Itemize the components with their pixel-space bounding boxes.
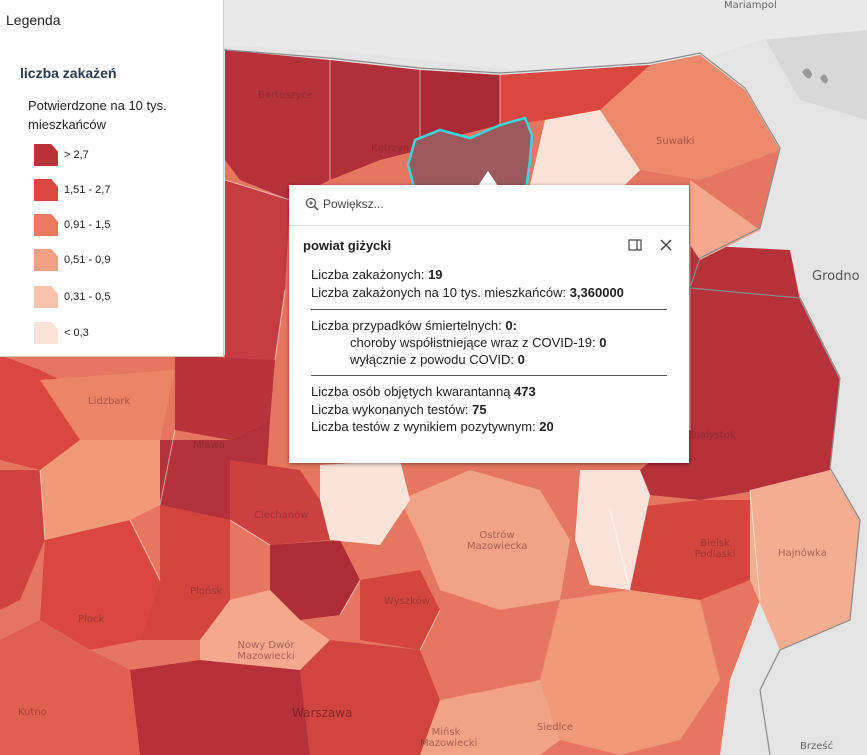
legend-panel: Legenda liczba zakażeń Potwierdzone na 1…	[0, 0, 224, 357]
map-label-suwalki: Suwałki	[656, 136, 695, 147]
zoom-magnifier-icon	[305, 197, 319, 211]
quarantine-value: 473	[514, 384, 536, 399]
rate-value: 3,360000	[569, 285, 624, 300]
quarantine-line: Liczba osób objętych kwarantanną 473	[311, 384, 536, 399]
region-nowy-dwor[interactable]	[200, 590, 330, 670]
tests-label: Liczba wykonanych testów:	[311, 402, 473, 417]
map-label-ciechanow: Ciechanów	[254, 510, 309, 521]
region-ciechanow[interactable]	[230, 460, 330, 545]
cases-line: Liczba zakażonych: 19	[311, 267, 443, 282]
region-ostrow[interactable]	[400, 470, 570, 610]
comorbidity-line: choroby współistniejące wraz z COVID-19:…	[350, 335, 607, 350]
legend-swatch	[34, 286, 58, 308]
map-label-bartoszyce: Bartoszyce	[258, 90, 314, 101]
positive-tests-value: 20	[539, 419, 554, 434]
region-minsk[interactable]	[300, 640, 440, 755]
legend-layer-name: liczba zakażeń	[20, 65, 117, 81]
covid-only-label: wyłącznie z powodu COVID:	[350, 352, 518, 367]
legend-swatch	[34, 179, 58, 201]
map-label-ostrow: Ostrów Mazowiecka	[467, 530, 528, 552]
region-suwalki[interactable]	[600, 55, 780, 180]
covid-only-value: 0	[517, 352, 525, 367]
feature-popup: Powiększ... powiat giżycki Liczba zakażo…	[289, 185, 689, 463]
legend-item-label: 1,51 - 2,7	[64, 184, 111, 196]
map-label-nowy-dwor: Nowy Dwór Mazowiecki	[237, 640, 295, 662]
region-plock[interactable]	[40, 520, 160, 650]
legend-item-label: > 2,7	[64, 149, 89, 161]
region-lidzbark[interactable]	[40, 370, 175, 440]
legend-field-name: Potwierdzone na 10 tys. mieszkańców	[28, 98, 167, 132]
deaths-value: 0:	[505, 318, 517, 333]
comorbidity-value: 0	[599, 335, 607, 350]
tests-line: Liczba wykonanych testów: 75	[311, 402, 487, 417]
cases-label: Liczba zakażonych:	[311, 267, 429, 282]
legend-swatch	[34, 214, 58, 236]
map-label-lidzbark: Lidzbark	[88, 396, 131, 407]
map-label-bielsk: Bielsk Podlaski	[694, 538, 736, 560]
rate-line: Liczba zakażonych na 10 tys. mieszkańców…	[311, 285, 624, 300]
deaths-line: Liczba przypadków śmiertelnych: 0:	[311, 318, 517, 333]
region-plonsk[interactable]	[140, 505, 230, 640]
popup-pointer	[478, 171, 498, 186]
map-label-hajnowka: Hajnówka	[778, 548, 827, 559]
map-label-brzesc: Brześć	[800, 741, 834, 752]
tests-value: 75	[472, 402, 487, 417]
close-icon	[660, 239, 672, 251]
region-hajnowka[interactable]	[750, 470, 860, 650]
zoom-label: Powiększ...	[323, 197, 384, 211]
region-bielsk[interactable]	[610, 500, 760, 600]
map-label-wyszkow: Wyszków	[384, 596, 430, 607]
quarantine-label: Liczba osób objętych kwarantanną	[311, 384, 515, 399]
map-label-mariampol: Mariampol	[724, 0, 777, 11]
map-label-grodno: Grodno	[812, 269, 860, 284]
map-label-kutno: Kutno	[18, 707, 47, 718]
popup-rule	[311, 309, 667, 310]
dock-button[interactable]	[628, 238, 642, 252]
covid-only-line: wyłącznie z powodu COVID: 0	[350, 352, 525, 367]
region-siedlce[interactable]	[540, 590, 720, 755]
legend-title: Legenda	[6, 12, 61, 28]
legend-swatch	[34, 144, 58, 166]
region-ketrzyn[interactable]	[330, 60, 420, 180]
region-wyszkow[interactable]	[270, 540, 360, 620]
popup-divider	[289, 225, 689, 226]
dock-icon	[628, 239, 642, 251]
popup-title: powiat giżycki	[303, 238, 392, 253]
zoom-to-button[interactable]: Powiększ...	[305, 197, 384, 211]
legend-swatch	[34, 322, 58, 344]
map-label-minsk: Mińsk Mazowiecki	[420, 727, 478, 749]
rate-label: Liczba zakażonych na 10 tys. mieszkańców…	[311, 285, 570, 300]
map-label-plonsk: Płońsk	[190, 586, 223, 597]
legend-item-label: 0,91 - 1,5	[64, 219, 111, 231]
popup-rule	[311, 375, 667, 376]
map-label-warszawa: Warszawa	[292, 706, 353, 720]
map-label-ketrzyn: Kętrzyn	[371, 143, 410, 154]
legend-item-label: 0,51 - 0,9	[64, 254, 111, 266]
positive-tests-label: Liczba testów z wynikiem pozytywnym:	[311, 419, 540, 434]
region-warszawa[interactable]	[130, 660, 310, 755]
legend-item-label: < 0,3	[64, 327, 89, 339]
legend-swatch	[34, 249, 58, 271]
deaths-label: Liczba przypadków śmiertelnych:	[311, 318, 506, 333]
comorbidity-label: choroby współistniejące wraz z COVID-19:	[350, 335, 600, 350]
positive-tests-line: Liczba testów z wynikiem pozytywnym: 20	[311, 419, 554, 434]
map-label-siedlce: Siedlce	[537, 722, 574, 733]
map-label-mlawa: Mława	[193, 440, 225, 451]
close-button[interactable]	[658, 237, 674, 253]
legend-item-label: 0,31 - 0,5	[64, 291, 111, 303]
map-label-bialystok: Białystok	[690, 430, 736, 441]
cases-value: 19	[428, 267, 443, 282]
region-bartoszyce[interactable]	[225, 50, 330, 200]
map-label-plock: Płock	[78, 614, 105, 625]
